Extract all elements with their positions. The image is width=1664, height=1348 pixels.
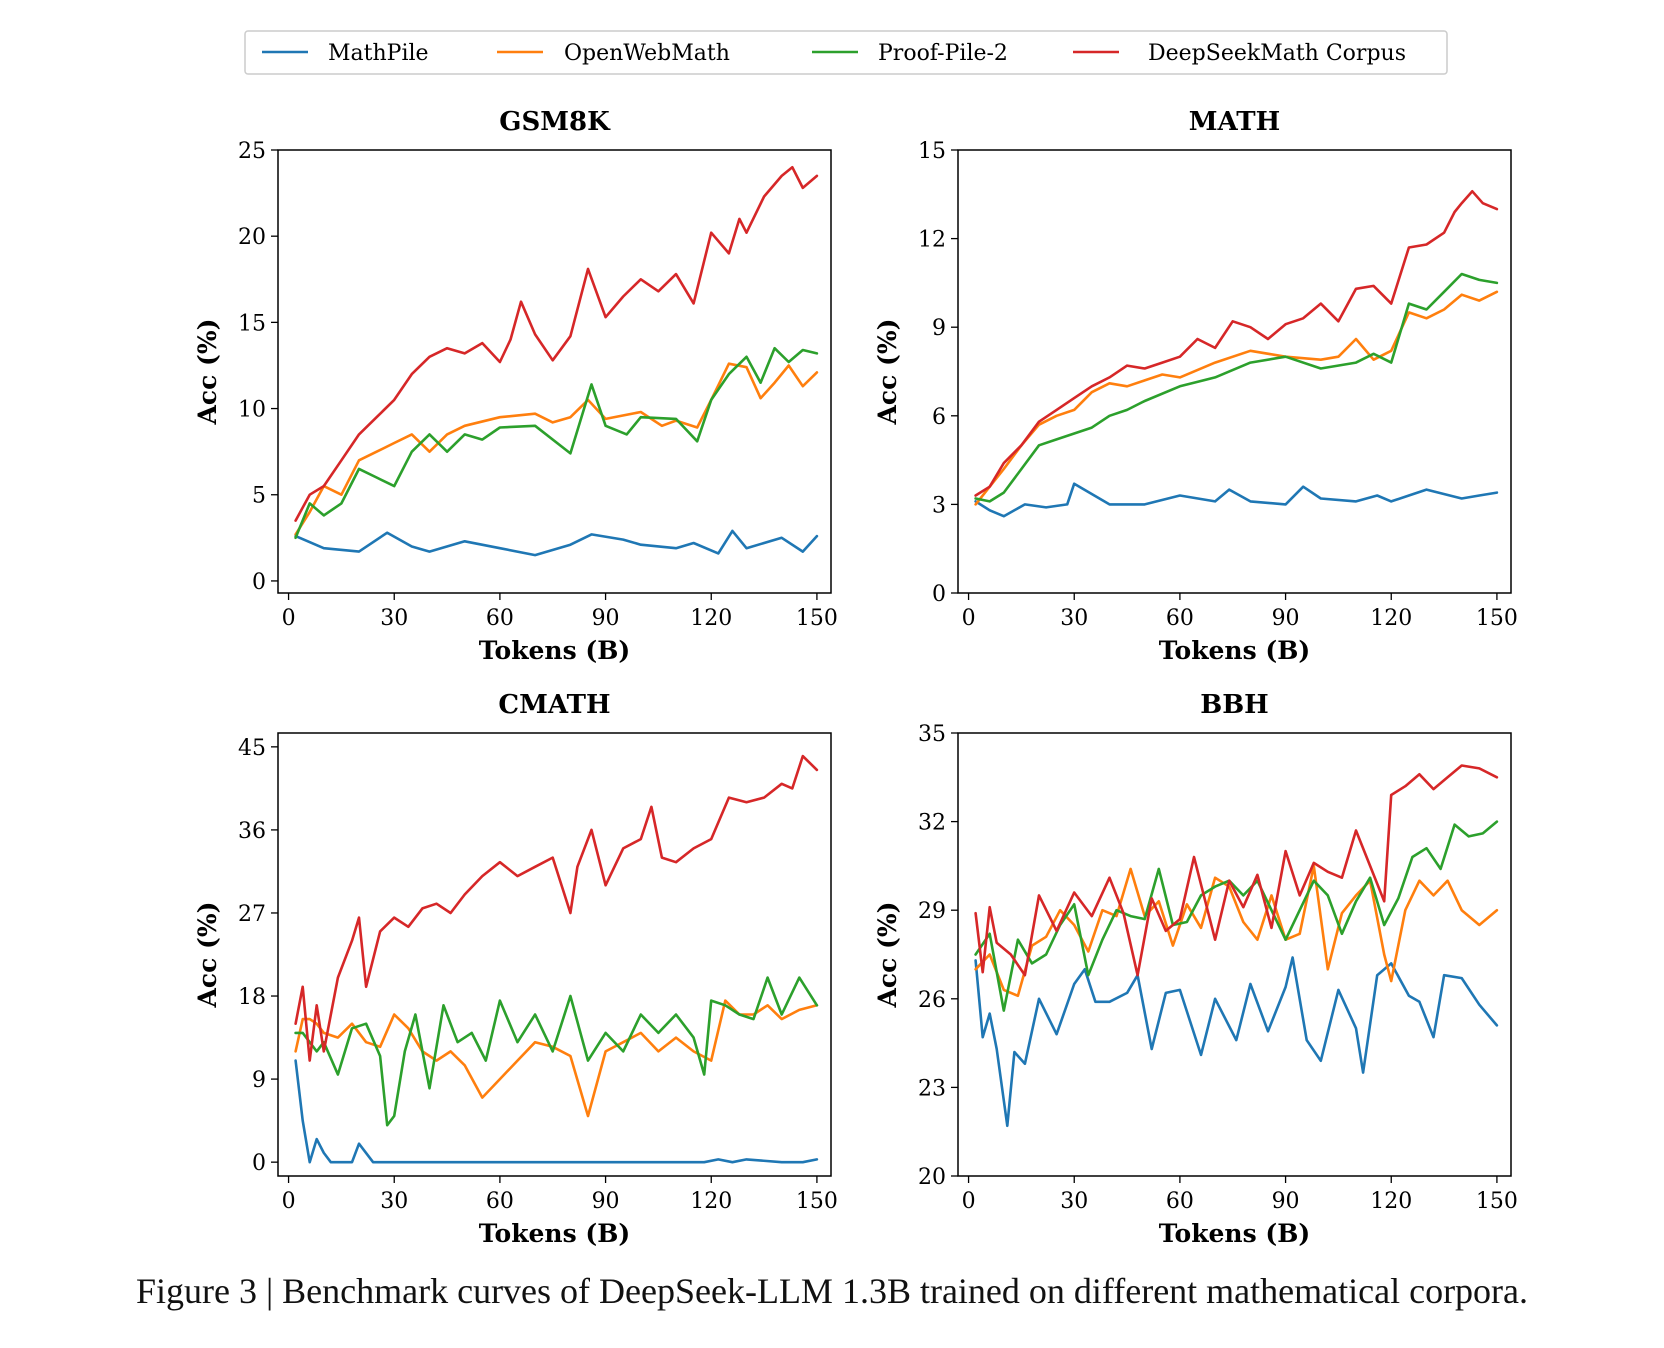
x-tick-label: 120 [690,606,732,631]
x-tick-label: 30 [1060,1189,1088,1214]
chart-cmath: CMATH 0 30 60 90 120 150 0 9 18 27 36 45 Tokens (B) Ac… [193,690,838,1248]
x-axis-label: Tokens (B) [1159,1219,1310,1248]
series-line-mathpile [974,956,1499,1128]
legend-item-proof-pile-2: Proof-Pile-2 [812,41,1008,66]
x-tick-label: 60 [1166,1189,1194,1214]
y-tick-label: 10 [238,398,266,423]
series-line-mathpile [294,1059,819,1164]
y-tick-label: 0 [252,1151,266,1176]
chart-math: MATH 0 30 60 90 120 150 0 3 6 9 12 15 Tokens (B) Acc (… [873,107,1518,665]
chart-gsm8k: GSM8K 0 30 60 90 120 150 0 5 10 15 20 25 Tokens (B) Ac… [193,107,838,665]
y-tick-label: 26 [918,988,946,1013]
legend: MathPile OpenWebMath Proof-Pile-2 DeepSe… [244,30,1448,75]
y-tick-label: 23 [918,1076,946,1101]
x-tick-label: 30 [1060,606,1088,631]
chart-bbh: BBH 0 30 60 90 120 150 20 23 26 29 32 35 Tokens (B) Ac… [873,690,1518,1248]
x-tick-label: 150 [1476,606,1518,631]
x-tick-label: 0 [962,606,976,631]
series-line-openwebmath [294,362,819,536]
chart-title: CMATH [498,690,610,720]
x-tick-label: 0 [282,1189,296,1214]
x-tick-label: 60 [1166,606,1194,631]
y-tick-label: 15 [238,311,266,336]
y-tick-label: 32 [918,811,946,836]
chart-title: GSM8K [499,107,611,137]
x-tick-label: 90 [592,1189,620,1214]
x-tick-label: 120 [1370,606,1412,631]
y-axis-label: Acc (%) [193,902,222,1009]
x-axis-label: Tokens (B) [479,636,630,665]
x-tick-label: 150 [796,1189,838,1214]
y-tick-label: 0 [252,570,266,595]
legend-label: OpenWebMath [564,41,730,66]
plot-frame [957,149,1512,594]
plot-frame [957,732,1512,1177]
figure-caption: Figure 3 | Benchmark curves of DeepSeek-… [135,1271,1529,1311]
legend-label: DeepSeekMath Corpus [1148,41,1406,66]
series-line-openwebmath [974,864,1499,998]
y-tick-label: 12 [918,228,946,253]
y-tick-label: 0 [932,582,946,607]
series-line-proof-pile-2 [974,820,1499,1012]
y-tick-label: 27 [238,902,266,927]
y-tick-label: 15 [918,139,946,164]
y-tick-label: 6 [932,405,946,430]
y-tick-label: 25 [238,139,266,164]
y-tick-label: 18 [238,985,266,1010]
series-line-openwebmath [974,290,1499,506]
x-tick-label: 90 [1272,1189,1300,1214]
y-tick-label: 36 [238,819,266,844]
plot-frame [277,732,832,1177]
legend-item-deepseekmath-corpus: DeepSeekMath Corpus [1073,41,1406,66]
x-tick-label: 60 [486,606,514,631]
x-axis-label: Tokens (B) [1159,636,1310,665]
x-tick-label: 150 [796,606,838,631]
legend-label: Proof-Pile-2 [878,41,1008,66]
x-tick-label: 120 [690,1189,732,1214]
series-line-openwebmath [294,999,819,1118]
y-axis-label: Acc (%) [193,319,222,426]
chart-title: BBH [1200,690,1269,720]
y-tick-label: 3 [932,493,946,518]
y-tick-label: 9 [252,1068,266,1093]
x-tick-label: 120 [1370,1189,1412,1214]
series-line-deepseekmath-corpus [974,764,1499,977]
x-tick-label: 30 [380,1189,408,1214]
y-tick-label: 29 [918,899,946,924]
legend-item-mathpile: MathPile [262,41,429,66]
x-tick-label: 30 [380,606,408,631]
y-tick-label: 35 [918,722,946,747]
series-line-deepseekmath-corpus [294,754,819,1062]
series-line-mathpile [974,482,1499,518]
y-tick-label: 9 [932,316,946,341]
series-line-proof-pile-2 [974,272,1499,503]
x-tick-label: 90 [592,606,620,631]
series-line-proof-pile-2 [294,346,819,540]
x-tick-label: 150 [1476,1189,1518,1214]
y-tick-label: 45 [238,736,266,761]
series-line-deepseekmath-corpus [974,190,1499,497]
y-axis-label: Acc (%) [873,902,902,1009]
x-tick-label: 60 [486,1189,514,1214]
x-axis-label: Tokens (B) [479,1219,630,1248]
x-tick-label: 0 [962,1189,976,1214]
chart-title: MATH [1189,107,1280,137]
y-tick-label: 20 [918,1165,946,1190]
y-axis-label: Acc (%) [873,319,902,426]
series-line-deepseekmath-corpus [294,165,819,522]
x-tick-label: 0 [282,606,296,631]
plot-frame [277,149,832,594]
series-line-proof-pile-2 [294,976,819,1127]
y-tick-label: 20 [238,225,266,250]
y-tick-label: 5 [252,484,266,509]
legend-item-openwebmath: OpenWebMath [497,41,730,66]
legend-label: MathPile [328,41,429,66]
series-line-mathpile [294,529,819,557]
x-tick-label: 90 [1272,606,1300,631]
